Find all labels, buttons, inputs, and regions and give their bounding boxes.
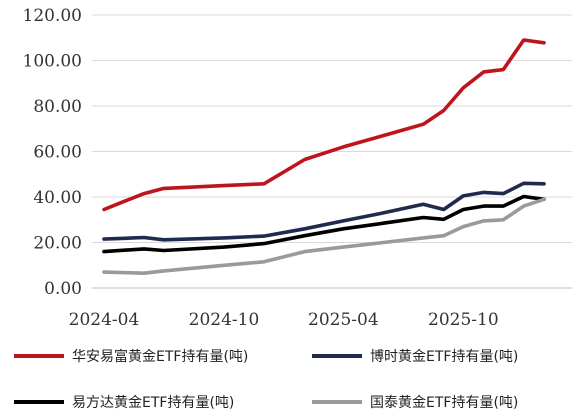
series-line-3 — [102, 197, 546, 275]
legend-label-huaan: 华安易富黄金ETF持有量(吨) — [72, 349, 249, 365]
legend-label-boshi: 博时黄金ETF持有量(吨) — [370, 349, 519, 365]
series-line-2 — [102, 194, 546, 254]
y-tick-label: 60.00 — [33, 143, 82, 163]
legend-swatch-huaan — [14, 354, 64, 358]
line-chart: 0.00 20.00 40.00 60.00 80.00 100.00 120.00 202… — [23, 6, 572, 330]
legend-label-guotai: 国泰黄金ETF持有量(吨) — [370, 395, 519, 411]
x-tick-label: 2024-10 — [189, 310, 260, 330]
x-axis: 2024-04 2024-10 2025-04 2025-10 — [69, 287, 572, 330]
y-tick-label: 20.00 — [33, 234, 82, 254]
gridlines — [92, 14, 572, 243]
legend-swatch-boshi — [312, 354, 362, 358]
legend-item-huaan: 华安易富黄金ETF持有量(吨) — [14, 346, 248, 366]
y-tick-label: 0.00 — [44, 279, 82, 299]
y-tick-label: 40.00 — [33, 188, 82, 208]
y-tick-label: 100.00 — [23, 52, 82, 72]
legend-label-yifangda: 易方达黄金ETF持有量(吨) — [72, 395, 235, 411]
series-lines — [102, 38, 546, 275]
series-line-0 — [102, 38, 546, 212]
legend-swatch-yifangda — [14, 400, 64, 404]
y-axis: 0.00 20.00 40.00 60.00 80.00 100.00 120.00 — [23, 6, 82, 299]
x-tick-label: 2024-04 — [69, 310, 140, 330]
x-tick-label: 2025-10 — [428, 310, 499, 330]
x-tick-label: 2025-04 — [308, 310, 379, 330]
legend: 华安易富黄金ETF持有量(吨) 博时黄金ETF持有量(吨) 易方达黄金ETF持有… — [0, 335, 585, 416]
y-tick-label: 120.00 — [23, 6, 82, 26]
series-line-1 — [102, 181, 546, 242]
legend-swatch-guotai — [312, 400, 362, 404]
y-tick-label: 80.00 — [33, 97, 82, 117]
legend-item-guotai: 国泰黄金ETF持有量(吨) — [312, 392, 518, 412]
legend-item-boshi: 博时黄金ETF持有量(吨) — [312, 346, 518, 366]
legend-item-yifangda: 易方达黄金ETF持有量(吨) — [14, 392, 234, 412]
